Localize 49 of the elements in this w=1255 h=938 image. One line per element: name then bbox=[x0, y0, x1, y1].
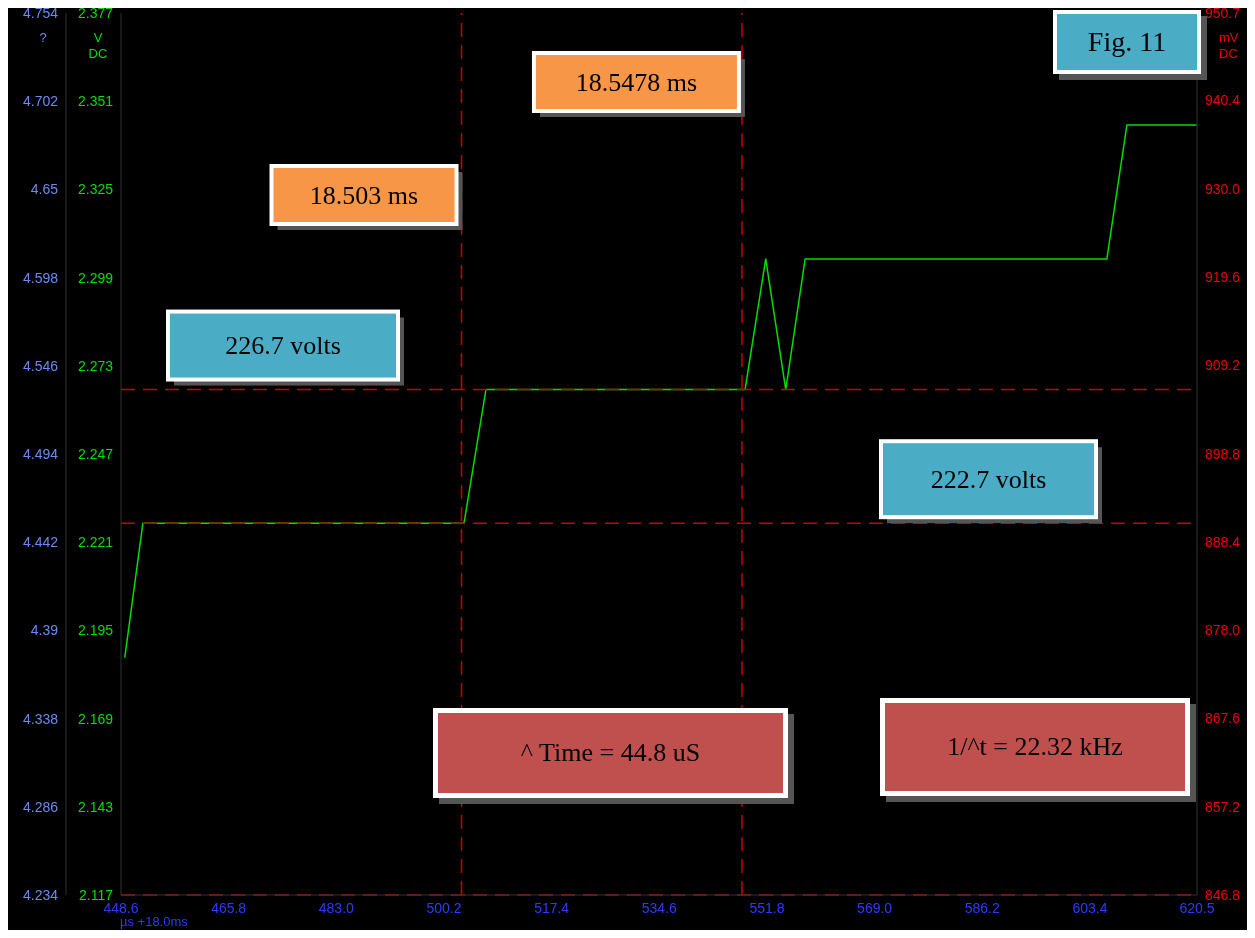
y3-tick-label: 888.4 bbox=[1205, 533, 1241, 550]
y-tick-label: 2.273 bbox=[77, 357, 114, 374]
y2-tick-label: 4.39 bbox=[30, 622, 59, 639]
x-tick-label: 603.4 bbox=[1072, 899, 1108, 916]
y-tick-label: 2.143 bbox=[77, 798, 114, 815]
y-axis-title: V DC bbox=[87, 30, 109, 62]
y3-tick-label: 909.2 bbox=[1205, 357, 1241, 374]
x-axis-title: µs +18.0ms bbox=[120, 914, 188, 929]
y2-tick-label: 4.338 bbox=[22, 710, 59, 727]
y3-tick-label: 950.7 bbox=[1205, 4, 1241, 21]
y2-tick-label: 4.702 bbox=[22, 93, 59, 110]
ref-line-label: 18.5478 ms bbox=[575, 67, 698, 97]
y-tick-label: 2.325 bbox=[77, 181, 114, 198]
x-tick-label: 500.2 bbox=[426, 899, 462, 916]
y-tick-label: 2.377 bbox=[77, 4, 114, 21]
ref-line-label: 226.7 volts bbox=[225, 331, 341, 361]
y-tick-label: 2.351 bbox=[77, 93, 114, 110]
y-tick-label: 2.221 bbox=[77, 534, 114, 551]
y-tick-label: 2.195 bbox=[77, 622, 114, 639]
y3-tick-label: 898.8 bbox=[1205, 445, 1241, 462]
y3-tick-label: 878.0 bbox=[1205, 622, 1241, 639]
y2-tick-label: 4.494 bbox=[22, 445, 59, 462]
ref-line-label: 222.7 volts bbox=[930, 464, 1047, 494]
y2-tick-label: 4.598 bbox=[22, 269, 59, 286]
y2-tick-label: 4.286 bbox=[22, 798, 59, 815]
y3-tick-label: 919.6 bbox=[1205, 268, 1241, 285]
x-tick-label: 517.4 bbox=[534, 899, 570, 916]
y3-tick-label: 930.0 bbox=[1205, 180, 1241, 197]
x-tick-label: 551.8 bbox=[749, 899, 785, 916]
y2-tick-label: 4.234 bbox=[22, 886, 59, 903]
y-tick-label: 2.247 bbox=[77, 445, 114, 462]
x-tick-label: 569.0 bbox=[857, 899, 893, 916]
x-tick-label: 534.6 bbox=[641, 899, 678, 916]
y3-tick-label: 867.6 bbox=[1205, 710, 1241, 727]
y3-tick-label: 857.2 bbox=[1205, 798, 1241, 815]
y3-tick-label: 940.4 bbox=[1205, 92, 1241, 109]
text: Fig. 11 bbox=[1053, 10, 1201, 74]
y2-tick-label: 4.546 bbox=[22, 357, 59, 374]
y2-tick-label: 4.65 bbox=[30, 181, 59, 198]
y-tick-label: 2.169 bbox=[77, 710, 114, 727]
y-tick-label: 2.299 bbox=[77, 269, 114, 286]
y2-axis-title: ? bbox=[38, 30, 48, 46]
y3-axis-title: mV DC bbox=[1219, 30, 1240, 62]
y2-tick-label: 4.442 bbox=[22, 534, 59, 551]
x-tick-label: 465.8 bbox=[211, 899, 247, 916]
x-tick-label: 483.0 bbox=[318, 899, 355, 916]
ref-line-label: 18.503 ms bbox=[309, 180, 419, 210]
y2-tick-label: 4.754 bbox=[22, 4, 59, 21]
x-tick-label: 586.2 bbox=[964, 899, 1001, 916]
